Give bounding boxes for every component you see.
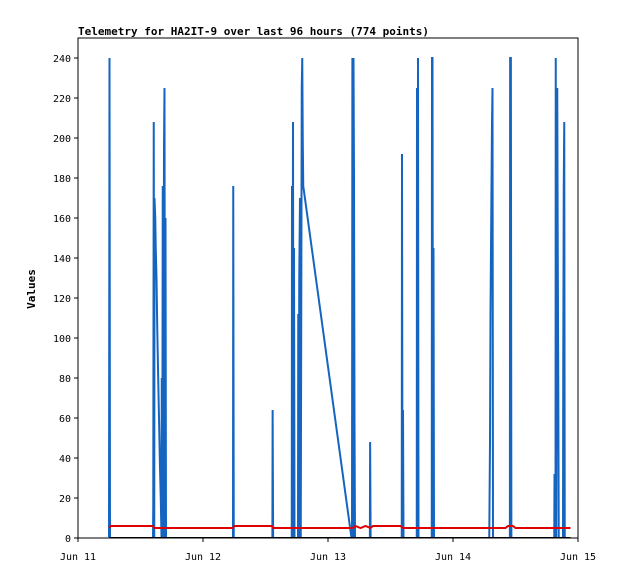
y-tick-label: 200	[53, 134, 71, 145]
y-axis-label: Values	[25, 269, 38, 309]
y-tick-label: 20	[59, 494, 71, 505]
y-tick-label: 80	[59, 374, 71, 385]
series-line-1	[108, 57, 566, 538]
y-tick-label: 0	[65, 534, 71, 545]
y-tick-label: 160	[53, 214, 71, 225]
y-tick-label: 60	[59, 414, 71, 425]
x-tick-label: Jun 14	[435, 552, 471, 563]
y-tick-label: 240	[53, 54, 71, 65]
y-tick-label: 140	[53, 254, 71, 265]
x-tick-label: Jun 12	[185, 552, 221, 563]
series-line-2	[108, 524, 571, 530]
y-tick-label: 120	[53, 294, 71, 305]
axis-layer: 0 20 40 60 80 100 120 140 160 180 200 220 240 Jun 11 J…	[53, 54, 596, 563]
x-tick-label: Jun 11	[60, 552, 96, 563]
y-tick-label: 40	[59, 454, 71, 465]
chart-title: Telemetry for HA2IT-9 over last 96 hours…	[78, 25, 429, 38]
y-tick-label: 180	[53, 174, 71, 185]
x-tick-label: Jun 13	[310, 552, 346, 563]
x-tick-label: Jun 15	[560, 552, 596, 563]
series-layer	[108, 57, 571, 538]
y-tick-label: 100	[53, 334, 71, 345]
y-tick-label: 220	[53, 94, 71, 105]
